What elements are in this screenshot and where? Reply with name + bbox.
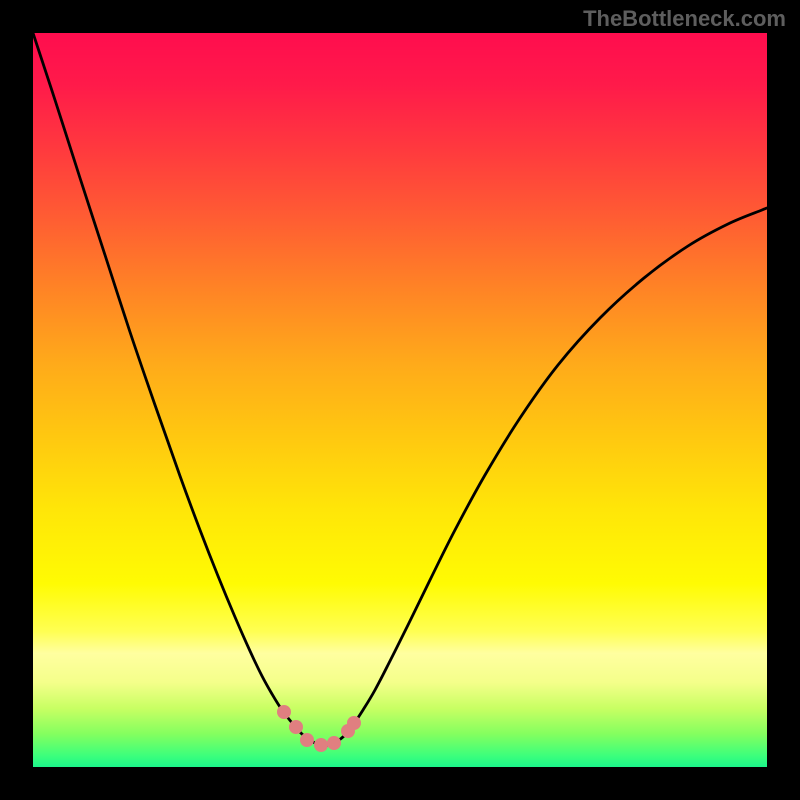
bottleneck-curve (33, 33, 767, 767)
bottleneck-marker (347, 716, 361, 730)
bottleneck-marker (277, 705, 291, 719)
bottleneck-marker (327, 736, 341, 750)
plot-area (33, 33, 767, 767)
bottleneck-marker (300, 733, 314, 747)
bottleneck-marker (289, 720, 303, 734)
curve-path (33, 33, 767, 745)
watermark-label: TheBottleneck.com (583, 6, 786, 32)
bottleneck-marker (314, 738, 328, 752)
